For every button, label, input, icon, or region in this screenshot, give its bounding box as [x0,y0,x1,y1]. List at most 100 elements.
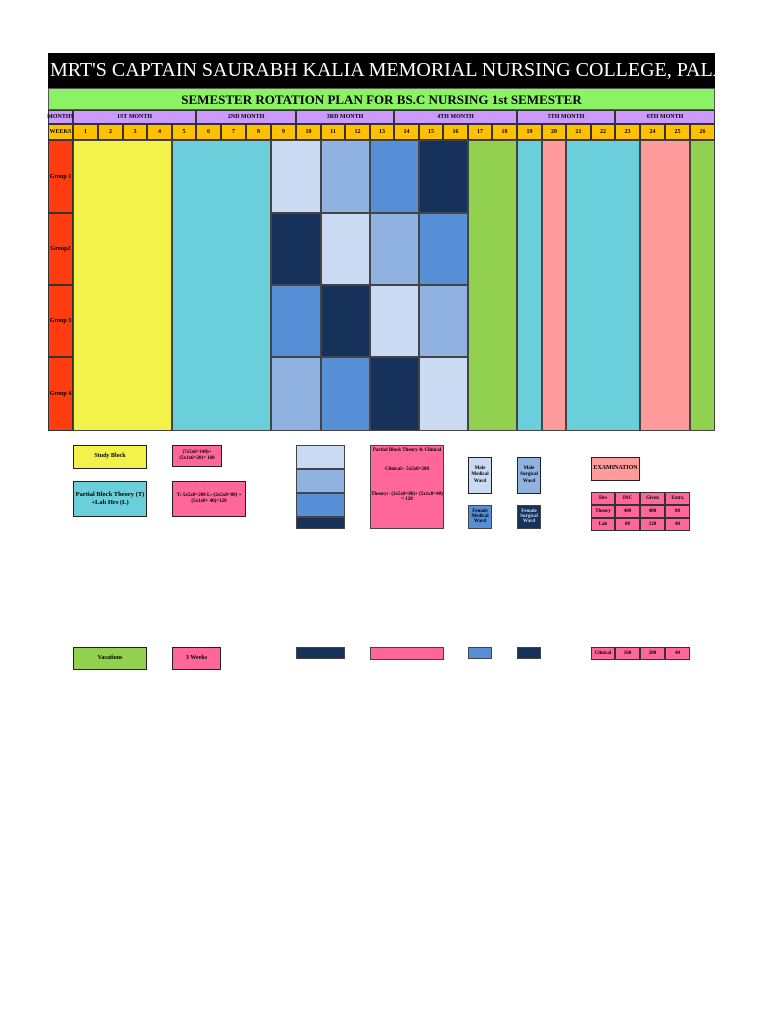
hours-table-cell: Clinical [591,647,615,660]
rotation-cell [271,357,321,431]
week-header: 1 [73,124,98,140]
week-header: 25 [665,124,690,140]
hours-table-header: INC [615,492,640,505]
study-block [73,140,172,431]
week-header: 3 [123,124,147,140]
month-header: 5TH MONTH [517,110,615,124]
week-header: 15 [419,124,443,140]
month-header: 1ST MONTH [73,110,196,124]
hours-table-cell: 480 [640,505,665,518]
legend-study-block: Study Block [73,445,147,469]
week-header: 24 [640,124,665,140]
rotation-cell [419,140,468,213]
rotation-cell [419,357,468,431]
partial-block [566,140,640,431]
swatch-light-blue [296,445,345,469]
week-header: 16 [443,124,468,140]
week-header: 10 [296,124,321,140]
week-header: 17 [468,124,492,140]
rotation-cell [419,213,468,285]
plan-subtitle: SEMESTER ROTATION PLAN FOR BS.C NURSING … [48,88,715,110]
hours-table-cell: 400 [615,505,640,518]
legend-vacations: Vacations [73,647,147,670]
rotation-cell [370,357,419,431]
hours-table-cell: 120 [640,518,665,531]
month-header: 6TH MONTH [615,110,715,124]
hours-table-cell: 80 [615,518,640,531]
hours-table-header: Hrs [591,492,615,505]
group-label: Group 4 [48,357,73,431]
week-header: 20 [542,124,566,140]
study-hours-note: (7x5x6=140)+ (5x1x6=20)= 160 [172,445,222,467]
swatch-blue [296,493,345,517]
hours-table-cell: Theory [591,505,615,518]
swatch-mid-blue [296,469,345,493]
week-header: 2 [98,124,123,140]
group-label: Group 1 [48,140,73,213]
partial-hours-note: T:-5x5x8=200 L:-(2x5x8=80) + (5x1x8= 40)… [172,481,246,517]
hours-table-cell: Lab [591,518,615,531]
rotation-cell [370,140,419,213]
hours-table-cell: 40 [665,647,690,660]
legend-female-medical: Female Medical Ward [468,505,492,529]
legend-female-surgical-end [517,647,541,659]
rotation-cell [271,285,321,357]
week-header: 11 [321,124,345,140]
female-medical-label: Female Medical Ward [471,509,489,524]
vacation-block [690,140,715,431]
rotation-cell [271,140,321,213]
rotation-cell [271,213,321,285]
week-header: 23 [615,124,640,140]
college-title: MRT'S CAPTAIN SAURABH KALIA MEMORIAL NUR… [48,53,715,88]
rotation-cell [419,285,468,357]
clinical-hours: Clinical:- 5x5x8=200 [384,467,430,472]
week-header: 8 [246,124,271,140]
swatch-dark-navy [296,517,345,529]
week-header: 5 [172,124,196,140]
week-header: 6 [196,124,221,140]
rotation-cell [321,213,370,285]
group-label: Group2 [48,213,73,285]
rotation-cell [370,213,419,285]
clinical-note-box: Partial Block Theory & Clinical Clinical… [370,445,444,529]
female-surgical-label: Female Surgical Ward [520,509,538,524]
vacation-block [468,140,517,431]
legend-female-surgical: Female Surgical Ward [517,505,541,529]
week-header: 18 [492,124,517,140]
hours-table-header: Extra [665,492,690,505]
legend-examination: EXAMINATION [591,457,640,481]
week-header: 4 [147,124,172,140]
rotation-cell [321,140,370,213]
hours-table-cell: 80 [665,505,690,518]
legend-female-medical-end [468,647,492,659]
hours-table-cell: 40 [665,518,690,531]
week-header: 13 [370,124,394,140]
month-header: 2ND MONTH [196,110,296,124]
week-header: 22 [591,124,615,140]
week-header: 7 [221,124,246,140]
legend-male-medical: Male Medical Ward [468,457,492,494]
rotation-cell [370,285,419,357]
clinical-title: Partial Block Theory & Clinical [372,448,442,453]
hours-table-header: Given [640,492,665,505]
week-header: 12 [345,124,370,140]
examination-block [542,140,566,431]
swatch-dark-navy [296,647,345,659]
legend-male-surgical: Male Surgical Ward [517,457,541,494]
months-row-label: MONTHS [47,110,74,124]
week-header: 19 [517,124,542,140]
rotation-cell [321,357,370,431]
week-header: 26 [690,124,715,140]
hours-table-cell: 160 [615,647,640,660]
rotation-cell [321,285,370,357]
week-header: 14 [394,124,419,140]
week-header: 9 [271,124,296,140]
month-header: 4TH MONTH [394,110,517,124]
clinical-note-box-end [370,647,444,660]
week-header: 21 [566,124,591,140]
partial-block [517,140,542,431]
hours-table-cell: 200 [640,647,665,660]
examination-block [640,140,690,431]
group-label: Group 3 [48,285,73,357]
partial-block [172,140,271,431]
